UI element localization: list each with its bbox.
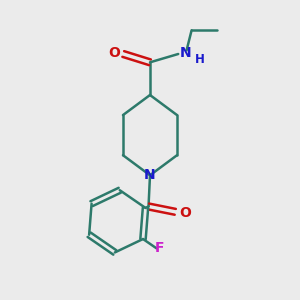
Text: N: N [180, 46, 191, 59]
Text: O: O [108, 46, 120, 59]
Text: N: N [144, 168, 156, 182]
Text: F: F [155, 241, 164, 255]
Text: H: H [195, 53, 205, 66]
Text: O: O [179, 206, 191, 220]
